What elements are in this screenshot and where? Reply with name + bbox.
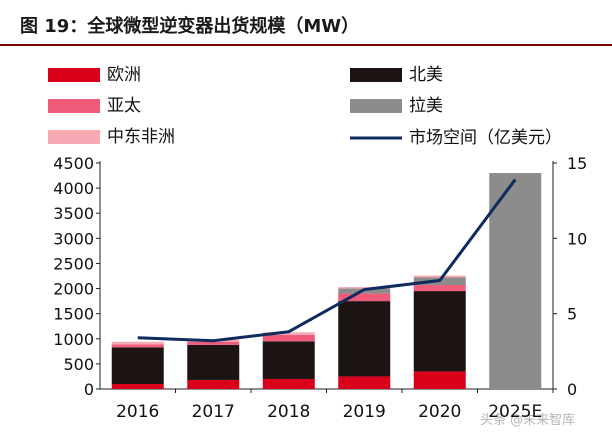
x-tick-label: 2019 xyxy=(343,402,386,422)
axes: 0 500 1000 1500 2000 2500 3000 3500 4000 4500 0 5 10… xyxy=(53,154,587,422)
y-tick-label: 4500 xyxy=(53,154,94,173)
bar-segment xyxy=(187,344,240,380)
legend-label-line: 市场空间（亿美元） xyxy=(409,128,562,148)
bar-segment xyxy=(111,383,164,389)
bar-segment xyxy=(262,341,315,379)
bars xyxy=(111,173,542,389)
bar-segment xyxy=(413,371,466,389)
y-tick-label: 2500 xyxy=(53,254,94,273)
legend-label-3: 拉美 xyxy=(409,96,443,116)
x-tick-label: 2025E xyxy=(488,402,542,422)
legend-swatch-3 xyxy=(350,99,402,113)
watermark: 头条 @未来智库 xyxy=(480,413,576,428)
bar-segment xyxy=(338,293,391,302)
y-tick-label: 1500 xyxy=(53,305,94,324)
bar-segment xyxy=(413,291,466,372)
y2-tick-label: 5 xyxy=(567,305,577,324)
bar-segment xyxy=(187,379,240,389)
market-size-line xyxy=(137,178,517,343)
bar-segment xyxy=(338,376,391,389)
legend-label-4: 中东非洲 xyxy=(107,127,175,147)
legend-label-1: 北美 xyxy=(409,65,443,85)
y-tick-label: 3000 xyxy=(53,229,94,248)
x-tick-label: 2020 xyxy=(418,402,461,422)
bar-segment xyxy=(262,334,315,342)
bar-segment xyxy=(187,341,240,345)
y-tick-label: 1000 xyxy=(53,330,94,349)
market-line-layer xyxy=(137,178,517,343)
y-tick-label: 4000 xyxy=(53,179,94,198)
legend-swatch-4 xyxy=(48,130,100,144)
bar-segment xyxy=(111,344,164,348)
bar-segment xyxy=(111,341,164,345)
x-tick-label: 2017 xyxy=(192,402,235,422)
bar-segment xyxy=(338,301,391,377)
bar-segment xyxy=(413,275,466,278)
bar-segment xyxy=(413,285,466,292)
y-tick-label: 2000 xyxy=(53,280,94,299)
y-tick-label: 3500 xyxy=(53,204,94,223)
x-tick-label: 2016 xyxy=(116,402,159,422)
legend-swatch-0 xyxy=(48,68,100,82)
legend-swatch-2 xyxy=(48,99,100,113)
title-divider xyxy=(0,44,612,46)
y-tick-label: 0 xyxy=(84,380,94,399)
y2-tick-label: 0 xyxy=(567,380,577,399)
legend-label-0: 欧洲 xyxy=(107,65,141,85)
bar-segment xyxy=(262,332,315,335)
bar-segment xyxy=(338,287,391,289)
bar-segment xyxy=(262,378,315,389)
y-tick-label: 500 xyxy=(63,355,94,374)
legend-label-2: 亚太 xyxy=(107,96,141,116)
bar-segment xyxy=(489,173,542,389)
legend-swatch-1 xyxy=(350,68,402,82)
chart-title: 图 19：全球微型逆变器出货规模（MW） xyxy=(20,16,360,37)
y2-tick-label: 10 xyxy=(567,229,587,248)
x-tick-label: 2018 xyxy=(267,402,310,422)
bar-segment xyxy=(111,347,164,384)
y2-tick-label: 15 xyxy=(567,154,587,173)
